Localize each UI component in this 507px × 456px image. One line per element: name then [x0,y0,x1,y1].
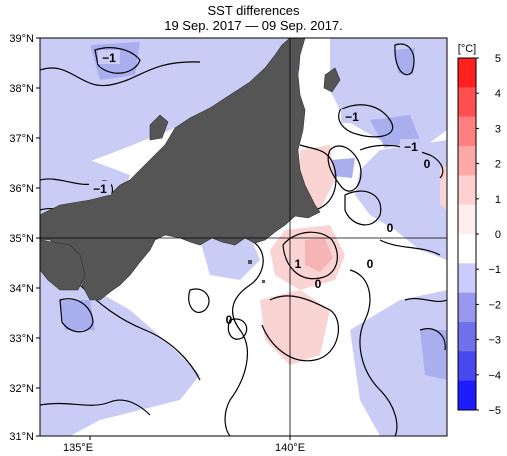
colorbar-swatch [458,58,476,88]
strong-warm-patch [305,238,333,272]
plot-frame [39,37,448,437]
colorbar-tick-label: 0 [495,229,501,241]
contour-label: 0 [387,221,394,235]
lat-label: 37°N [9,133,34,145]
colorbar-tick-label: 2 [495,159,501,171]
colorbar-swatch [458,351,476,382]
colorbar-tick-label: −4 [488,370,501,382]
contour-label: 0 [424,157,431,171]
colorbar-tick-label: −3 [488,335,501,347]
colorbar-tick-label: 4 [495,88,501,100]
gridlines [40,38,447,436]
lat-label: 34°N [9,283,34,295]
lon-ticks [89,436,291,440]
map-subtitle: 19 Sep. 2017 — 09 Sep. 2017. [164,18,343,33]
contour-label: −1 [404,140,418,154]
colorbar-swatch [458,175,476,206]
land-mass [40,38,341,301]
lat-label: 35°N [9,233,34,245]
lat-labels: 39°N 38°N 37°N 36°N 35°N 34°N 33°N 32°N … [9,33,34,443]
lat-label: 33°N [9,333,34,345]
map-title: SST differences [207,3,300,18]
contour-label: 0 [315,277,322,291]
contour-value-labels: −1 −1 −1 −1 0 0 1 0 0 0 [89,50,431,327]
cool-anomaly-areas [40,38,447,436]
colorbar-swatch [458,380,476,411]
contour-label: 1 [295,257,302,271]
colorbar-swatch [458,204,476,235]
lat-label: 32°N [9,383,34,395]
lat-ticks [36,37,40,437]
contour-label: −1 [93,182,107,196]
colorbar-tick-label: 1 [495,194,501,206]
small-islands [248,185,304,283]
lat-label: 36°N [9,183,34,195]
colorbar-swatch [458,292,476,323]
colorbar-swatch [458,116,476,147]
colorbar-unit: [°C] [458,43,476,55]
lon-labels: 135°E 140°E [63,442,305,454]
colorbar-tick-label: −1 [488,264,501,276]
colorbar-tick-labels: 5 4 3 2 1 0 −1 −2 −3 −4 −5 [476,53,501,417]
colorbar-swatch [458,322,476,352]
contour-label: −1 [345,110,359,124]
colorbar-swatch [458,87,476,118]
contour-label: −1 [102,51,116,65]
colorbar-swatch [458,146,476,176]
contour-label: 0 [367,257,374,271]
colorbar-tick-label: −2 [488,299,501,311]
colorbar-tick-label: 3 [495,123,501,135]
colorbar-swatch [458,234,476,264]
contour-label: 0 [226,313,233,327]
colorbar-tick-label: 5 [495,53,501,65]
lat-label: 38°N [9,83,34,95]
lat-label: 39°N [9,33,34,45]
colorbar-tick-label: −5 [488,405,501,417]
lon-label: 140°E [275,442,305,454]
colorbar: [°C] 5 4 3 2 1 0 −1 −2 −3 −4 −5 [457,43,501,417]
colorbar-swatch [458,263,476,294]
lon-label: 135°E [63,442,93,454]
lat-label: 31°N [9,431,34,443]
colorbar-swatches [458,58,476,411]
